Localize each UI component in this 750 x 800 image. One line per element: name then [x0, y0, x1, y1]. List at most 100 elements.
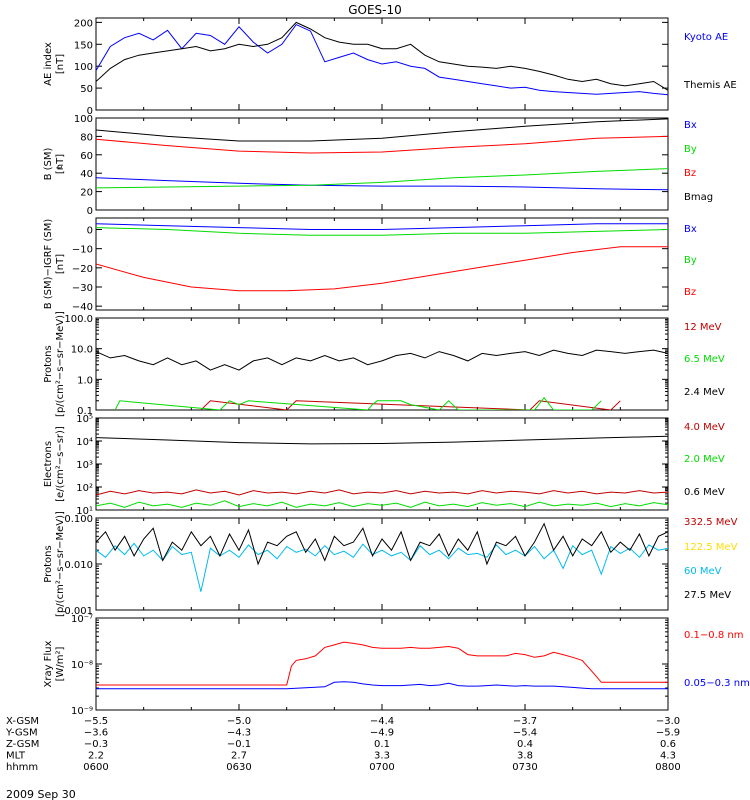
x-axis-value: 2.7 — [231, 751, 247, 762]
y-tick-label: 10⁵ — [76, 414, 93, 425]
x-axis-value: −3.0 — [656, 716, 680, 727]
y-tick-label: 20 — [80, 188, 93, 199]
y-tick-label: 1.0 — [77, 375, 93, 386]
panel-protons_high: 0.001 0.010 0.100 Protons [p/(cm²−s−sr−MeV)]… — [43, 511, 738, 617]
x-axis-value: −0.1 — [227, 739, 251, 750]
y-axis-label: [e/(cm²−s−sr)] — [55, 426, 66, 502]
legend-entry: Kyoto AE — [684, 32, 728, 43]
x-axis-row-label: hhmm — [6, 762, 38, 773]
y-tick-label: −20 — [72, 264, 93, 275]
y-tick-label: 100 — [74, 62, 93, 73]
y-tick-label: −40 — [72, 302, 93, 313]
x-axis-value: −4.3 — [227, 728, 251, 739]
y-tick-label: 10² — [76, 483, 93, 494]
legend-entry: 2.4 MeV — [684, 387, 725, 398]
x-axis-value: 0630 — [226, 762, 251, 773]
y-tick-label: 10.0 — [71, 345, 93, 356]
y-tick-label: 0 — [87, 226, 93, 237]
legend-entry: Bmag — [684, 192, 713, 203]
x-axis-value: −4.9 — [370, 728, 394, 739]
legend-entry: 4.0 MeV — [684, 422, 725, 433]
x-axis-row-label: Y-GSM — [5, 728, 38, 739]
legend-entry: By — [684, 255, 697, 266]
y-tick-label: 150 — [74, 40, 93, 51]
x-axis-value: −5.0 — [227, 716, 251, 727]
series-line-bt-0 — [96, 177, 668, 191]
x-axis-value: −5.5 — [84, 716, 108, 727]
x-axis-value: −4.4 — [370, 716, 394, 727]
panel-frame — [95, 117, 669, 211]
x-axis-value: 0.6 — [660, 739, 676, 750]
y-tick-label: 0.100 — [64, 514, 93, 525]
legend-entry: Bx — [684, 120, 697, 131]
y-tick-label: 100 — [74, 114, 93, 125]
y-tick-label: 10³ — [76, 460, 93, 471]
y-tick-label: 0.001 — [64, 606, 93, 617]
panel-xray: 10⁻⁹ 10⁻⁸ 10⁻⁷ Xray Flux [W/m²] 0.1−0.8 nm 0.0… — [43, 614, 750, 717]
series-line-bdiff-0 — [96, 223, 668, 230]
x-axis-value: 2.2 — [88, 751, 104, 762]
x-axis-value: 0.4 — [517, 739, 533, 750]
y-axis-label: [nT] — [55, 154, 66, 174]
y-axis-label: [nT] — [55, 254, 66, 274]
series-line-ae-1 — [96, 21, 668, 91]
legend-entry: Themis AE — [683, 80, 737, 91]
panel-frame — [95, 417, 669, 511]
y-tick-label: 60 — [80, 151, 93, 162]
legend-entry: 2.0 MeV — [684, 454, 725, 465]
y-axis-label: Protons — [43, 345, 54, 382]
y-tick-label: 40 — [80, 169, 93, 180]
series-line-electrons-2 — [96, 435, 668, 445]
x-axis-value: 0600 — [83, 762, 108, 773]
x-axis-value: −3.7 — [513, 716, 537, 727]
series-line-bt-2 — [96, 135, 668, 154]
panel-frame — [95, 617, 669, 711]
legend-entry: Bx — [684, 224, 697, 235]
series-line-electrons-1 — [96, 500, 668, 508]
legend-entry: 0.05−0.3 nm — [684, 678, 750, 689]
y-axis-label-subscript: t — [55, 166, 64, 169]
y-tick-label: 0 — [87, 106, 93, 117]
x-axis-value: 0730 — [512, 762, 537, 773]
legend-entry: 0.1−0.8 nm — [684, 630, 743, 641]
x-axis-row-label: Z-GSM — [6, 739, 39, 750]
legend-entry: 6.5 MeV — [684, 354, 725, 365]
y-axis-label: AE index — [43, 42, 54, 86]
x-axis-value: −5.4 — [513, 728, 537, 739]
y-tick-label: 50 — [80, 84, 93, 95]
y-tick-label: 0.1 — [77, 406, 93, 417]
y-tick-label: 200 — [74, 18, 93, 29]
y-tick-label: 10⁴ — [76, 437, 93, 448]
y-tick-label: 10¹ — [76, 506, 93, 517]
x-axis-value: 4.3 — [660, 751, 676, 762]
panel-electrons: 10¹ 10² 10³ 10⁴ 10⁵ Electrons [e/(cm²−s−sr)] 4.… — [43, 414, 725, 517]
series-line-ae-0 — [96, 23, 668, 96]
legend-entry: 60 MeV — [684, 566, 722, 577]
panel-frame — [95, 317, 669, 411]
series-line-bdiff-1 — [96, 227, 668, 236]
y-axis-label: B (SM) — [43, 147, 54, 180]
legend-entry: 12 MeV — [684, 322, 722, 333]
y-tick-label: 10⁻⁷ — [71, 614, 93, 625]
panel-bdiff: −40 −30 −20 −10 0 B (SM)−IGRF (SM) [nT] Bx By Bz — [43, 217, 697, 313]
y-axis-label: [p/(cm²−s−sr−MeV)] — [55, 311, 66, 417]
series-line-bdiff-2 — [96, 246, 668, 292]
y-tick-label: 100.0 — [64, 314, 93, 325]
x-axis-value: 3.8 — [517, 751, 533, 762]
x-axis-row-label: X-GSM — [6, 716, 39, 727]
series-line-protons_low-1 — [114, 396, 602, 410]
panel-protons_low: 0.1 1.0 10.0 100.0 Protons [p/(cm²−s−sr−MeV)]… — [43, 311, 725, 417]
y-axis-label: Protons — [43, 545, 54, 582]
date-label: 2009 Sep 30 — [6, 788, 76, 800]
legend-entry: 332.5 MeV — [684, 517, 738, 528]
y-tick-label: 10⁻⁸ — [71, 660, 93, 671]
y-tick-label: −10 — [72, 245, 93, 256]
y-tick-label: 0.010 — [64, 560, 93, 571]
y-axis-label: [nT] — [55, 54, 66, 74]
x-axis-value: −5.9 — [656, 728, 680, 739]
series-line-bt-1 — [96, 168, 668, 189]
x-axis-row-label: MLT — [6, 751, 26, 762]
legend-entry: 0.6 MeV — [684, 487, 725, 498]
y-axis-label: [p/(cm²−s−sr−MeV)] — [55, 511, 66, 617]
legend-entry: Bz — [684, 168, 696, 179]
